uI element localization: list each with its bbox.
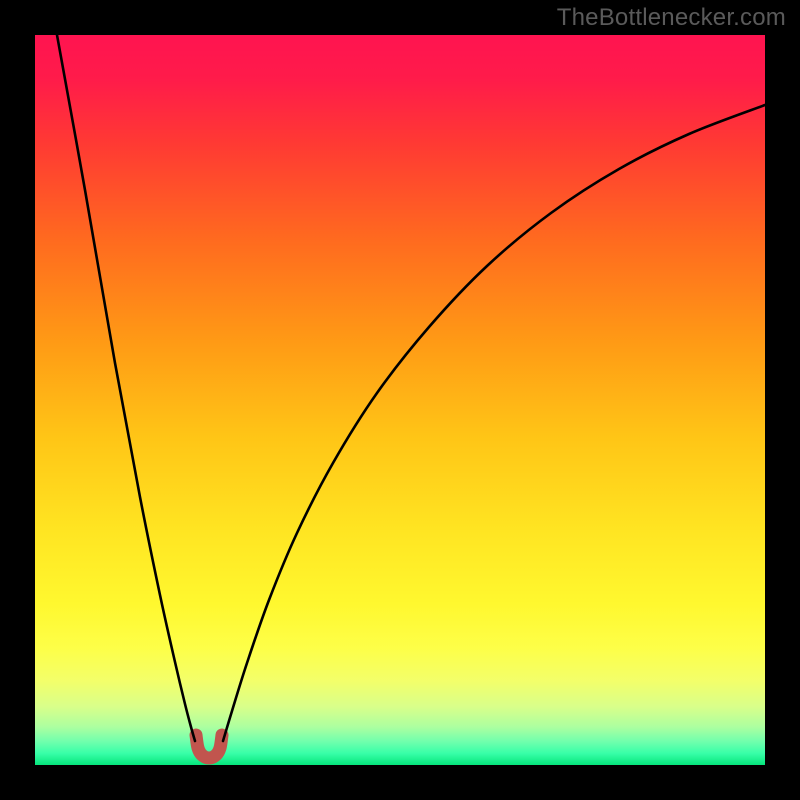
- bottleneck-curve-left: [57, 35, 195, 741]
- watermark-text: TheBottlenecker.com: [557, 4, 786, 32]
- curve-layer: [35, 35, 765, 765]
- trough-marker: [196, 735, 222, 758]
- plot-area: [35, 35, 765, 765]
- bottleneck-curve-right: [223, 105, 765, 741]
